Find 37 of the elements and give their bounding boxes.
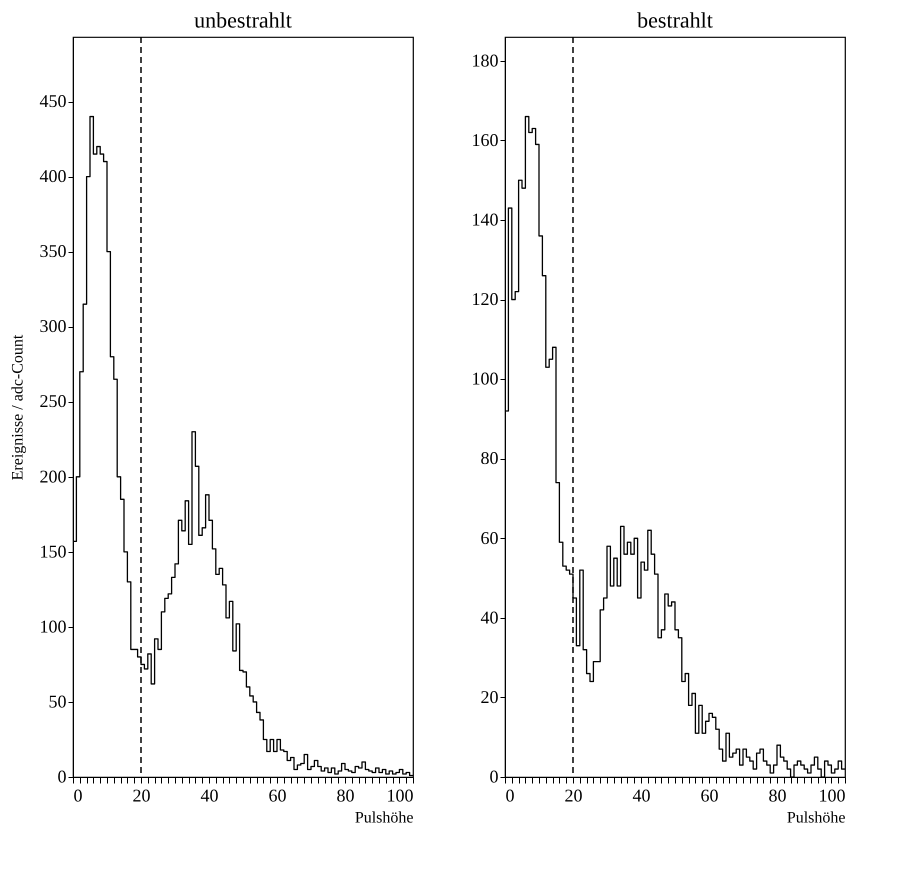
x-tick-label: 0: [74, 786, 82, 806]
y-tick-label: 60: [480, 528, 498, 548]
y-axis-title: Ereignisse / adc-Count: [10, 334, 26, 480]
x-axis-title: Pulshöhe: [786, 810, 846, 826]
y-tick-label: 50: [48, 691, 66, 712]
x-tick-label: 80: [768, 786, 786, 806]
chart-title: unbestrahlt: [194, 7, 292, 32]
y-tick-label: 0: [490, 766, 498, 786]
x-tick-label: 100: [386, 786, 414, 806]
x-tick-label: 20: [564, 786, 582, 806]
y-tick-label: 0: [58, 766, 66, 786]
y-tick-label: 20: [480, 686, 498, 707]
x-tick-label: 0: [506, 786, 514, 806]
y-tick-label: 200: [40, 466, 66, 486]
chart-title: bestrahlt: [637, 7, 713, 32]
x-tick-label: 100: [818, 786, 846, 806]
y-tick-label: 300: [40, 316, 66, 336]
y-tick-label: 160: [472, 130, 498, 150]
y-tick-label: 180: [472, 50, 498, 70]
x-tick-label: 60: [268, 786, 286, 806]
x-axis-title: Pulshöhe: [354, 810, 414, 826]
y-tick-label: 350: [40, 241, 66, 262]
y-tick-label: 80: [480, 448, 498, 468]
y-tick-label: 250: [40, 391, 66, 412]
y-tick-label: 140: [472, 210, 498, 230]
y-tick-label: 100: [472, 368, 498, 389]
y-tick-label: 400: [40, 166, 66, 186]
x-tick-label: 60: [700, 786, 718, 806]
x-tick-label: 20: [132, 786, 150, 806]
y-tick-label: 150: [40, 541, 66, 562]
y-tick-label: 40: [480, 607, 498, 628]
x-tick-label: 40: [632, 786, 650, 806]
x-tick-label: 80: [336, 786, 354, 806]
x-tick-label: 40: [200, 786, 218, 806]
y-tick-label: 120: [472, 289, 498, 310]
y-tick-label: 450: [40, 91, 66, 112]
y-tick-label: 100: [40, 616, 66, 636]
